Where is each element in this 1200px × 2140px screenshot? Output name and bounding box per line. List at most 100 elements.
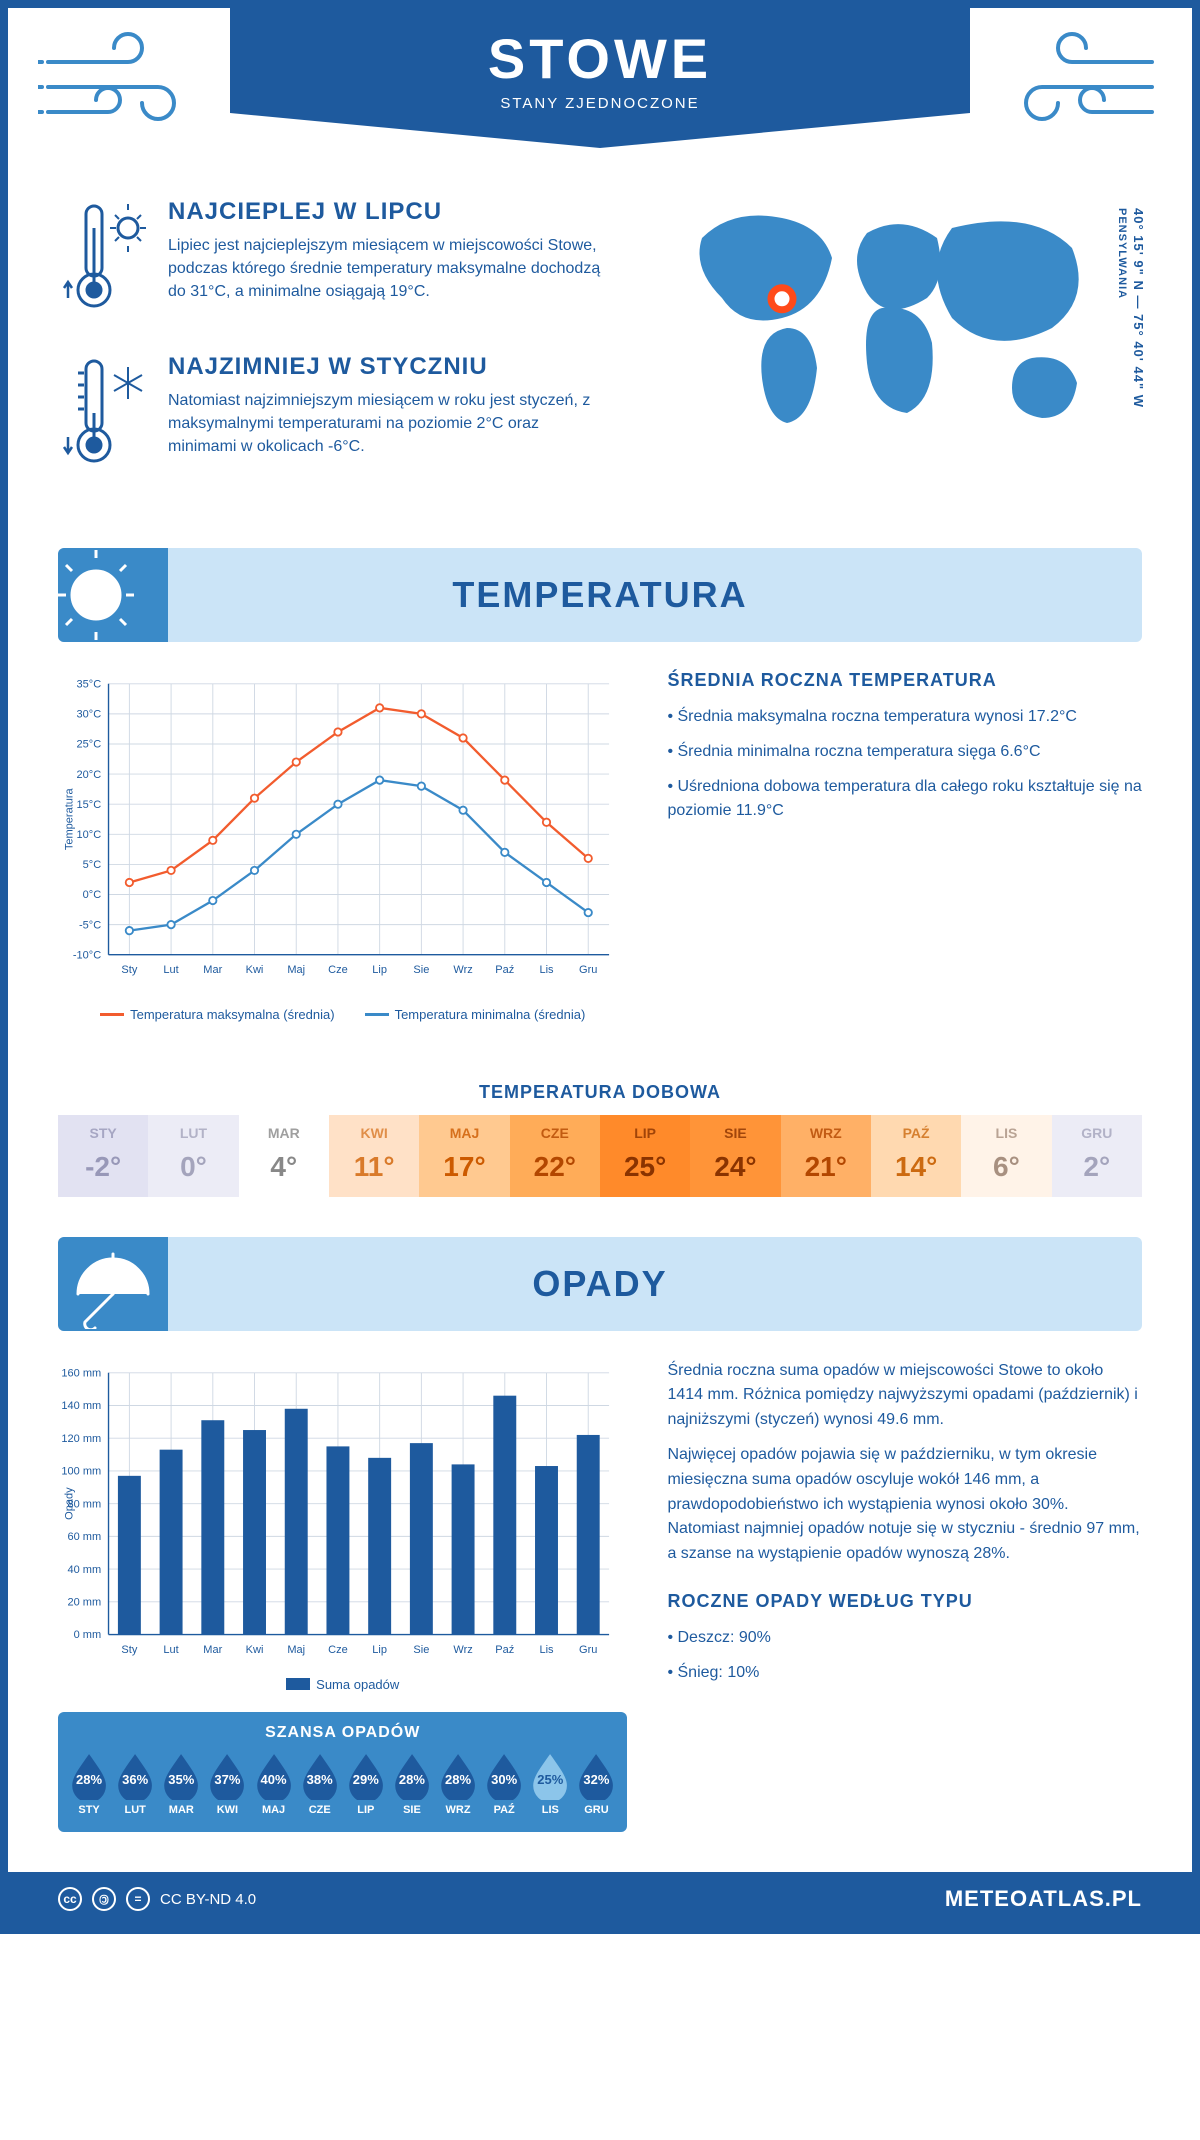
drop-icon: 25% bbox=[529, 1752, 571, 1800]
month-label: CZE bbox=[510, 1125, 600, 1141]
svg-text:Lis: Lis bbox=[539, 1644, 554, 1656]
month-label: KWI bbox=[329, 1125, 419, 1141]
svg-text:0 mm: 0 mm bbox=[74, 1629, 102, 1641]
fact-hot: NAJCIEPLEJ W LIPCU Lipiec jest najcieple… bbox=[58, 198, 602, 323]
precip-side: Średnia roczna suma opadów w miejscowośc… bbox=[667, 1359, 1142, 1833]
svg-text:Opady: Opady bbox=[64, 1487, 76, 1520]
intro: NAJCIEPLEJ W LIPCU Lipiec jest najcieple… bbox=[8, 178, 1192, 548]
svg-text:Sie: Sie bbox=[413, 964, 429, 976]
license: cc 🄯 = CC BY-ND 4.0 bbox=[58, 1887, 256, 1911]
cc-icon: cc bbox=[58, 1887, 82, 1911]
temp-cell: MAJ 17° bbox=[419, 1115, 509, 1197]
svg-text:Lut: Lut bbox=[163, 964, 178, 976]
drop-month: MAR bbox=[160, 1804, 202, 1816]
side-point: Średnia maksymalna roczna temperatura wy… bbox=[667, 705, 1142, 730]
month-label: MAJ bbox=[419, 1125, 509, 1141]
side-point: Średnia minimalna roczna temperatura się… bbox=[667, 740, 1142, 765]
daily-temp-table: STY-2°LUT0°MAR4°KWI11°MAJ17°CZE22°LIP25°… bbox=[58, 1115, 1142, 1197]
drop-cell: 25% LIS bbox=[529, 1752, 571, 1816]
svg-text:Kwi: Kwi bbox=[246, 1644, 264, 1656]
temp-value: 14° bbox=[871, 1151, 961, 1183]
type-item: Śnieg: 10% bbox=[667, 1661, 1142, 1686]
precip-legend: Suma opadów bbox=[58, 1677, 627, 1692]
precip-body: 0 mm20 mm40 mm60 mm80 mm100 mm120 mm140 … bbox=[8, 1331, 1192, 1873]
fact-hot-title: NAJCIEPLEJ W LIPCU bbox=[168, 198, 602, 226]
svg-text:Maj: Maj bbox=[287, 1644, 305, 1656]
svg-text:35°C: 35°C bbox=[77, 678, 102, 690]
temp-cell: LIP 25° bbox=[600, 1115, 690, 1197]
bar-chart: 0 mm20 mm40 mm60 mm80 mm100 mm120 mm140 … bbox=[58, 1359, 627, 1671]
temp-value: -2° bbox=[58, 1151, 148, 1183]
drop-percent: 36% bbox=[122, 1772, 148, 1787]
side-title: ŚREDNIA ROCZNA TEMPERATURA bbox=[667, 670, 1142, 691]
svg-text:60 mm: 60 mm bbox=[68, 1531, 102, 1543]
temperature-body: -10°C-5°C0°C5°C10°C15°C20°C25°C30°C35°CS… bbox=[8, 642, 1192, 1062]
svg-text:Sty: Sty bbox=[121, 1644, 137, 1656]
drop-cell: 40% MAJ bbox=[253, 1752, 295, 1816]
fact-cold-text: Natomiast najzimniejszym miesiącem w rok… bbox=[168, 389, 602, 459]
temp-chart: -10°C-5°C0°C5°C10°C15°C20°C25°C30°C35°CS… bbox=[58, 670, 627, 1022]
drop-month: GRU bbox=[575, 1804, 617, 1816]
svg-text:Gru: Gru bbox=[579, 964, 597, 976]
temp-cell: GRU 2° bbox=[1052, 1115, 1142, 1197]
svg-text:Lut: Lut bbox=[163, 1644, 178, 1656]
page: STOWE STANY ZJEDNOCZONE bbox=[0, 0, 1200, 1934]
fact-cold-body: NAJZIMNIEJ W STYCZNIU Natomiast najzimni… bbox=[168, 353, 602, 478]
fact-cold: NAJZIMNIEJ W STYCZNIU Natomiast najzimni… bbox=[58, 353, 602, 478]
temp-legend: Temperatura maksymalna (średnia) Tempera… bbox=[58, 1007, 627, 1022]
drop-cell: 38% CZE bbox=[299, 1752, 341, 1816]
svg-text:140 mm: 140 mm bbox=[61, 1400, 101, 1412]
svg-text:25°C: 25°C bbox=[77, 739, 102, 751]
side-points: Średnia maksymalna roczna temperatura wy… bbox=[667, 705, 1142, 824]
month-label: STY bbox=[58, 1125, 148, 1141]
svg-text:Lip: Lip bbox=[372, 964, 387, 976]
drop-cell: 30% PAŹ bbox=[483, 1752, 525, 1816]
fact-hot-text: Lipiec jest najcieplejszym miesiącem w m… bbox=[168, 234, 602, 304]
temp-value: 2° bbox=[1052, 1151, 1142, 1183]
month-label: MAR bbox=[239, 1125, 329, 1141]
temp-cell: LUT0° bbox=[148, 1115, 238, 1197]
nd-icon: = bbox=[126, 1887, 150, 1911]
header: STOWE STANY ZJEDNOCZONE bbox=[8, 8, 1192, 178]
svg-text:-5°C: -5°C bbox=[79, 919, 101, 931]
month-label: GRU bbox=[1052, 1125, 1142, 1141]
temp-value: 25° bbox=[600, 1151, 690, 1183]
page-title: STOWE bbox=[230, 26, 970, 91]
drop-month: LIS bbox=[529, 1804, 571, 1816]
fact-cold-title: NAJZIMNIEJ W STYCZNIU bbox=[168, 353, 602, 381]
drop-percent: 28% bbox=[445, 1772, 471, 1787]
types-title: ROCZNE OPADY WEDŁUG TYPU bbox=[667, 1591, 1142, 1612]
svg-text:Sty: Sty bbox=[121, 964, 137, 976]
drop-month: LIP bbox=[345, 1804, 387, 1816]
sun-icon bbox=[58, 548, 168, 642]
coords-label: 40° 15' 9" N — 75° 40' 44" W bbox=[1131, 208, 1146, 408]
temp-value: 6° bbox=[961, 1151, 1051, 1183]
section-title: OPADY bbox=[58, 1263, 1142, 1305]
chance-title: SZANSA OPADÓW bbox=[68, 1724, 617, 1742]
drop-icon: 37% bbox=[206, 1752, 248, 1800]
region-label: PENSYLWANIA bbox=[1116, 208, 1128, 299]
temp-value: 17° bbox=[419, 1151, 509, 1183]
month-label: LIP bbox=[600, 1125, 690, 1141]
by-icon: 🄯 bbox=[92, 1887, 116, 1911]
svg-text:160 mm: 160 mm bbox=[61, 1367, 101, 1379]
month-label: SIE bbox=[690, 1125, 780, 1141]
drop-cell: 29% LIP bbox=[345, 1752, 387, 1816]
drop-percent: 38% bbox=[307, 1772, 333, 1787]
svg-text:120 mm: 120 mm bbox=[61, 1433, 101, 1445]
line-chart: -10°C-5°C0°C5°C10°C15°C20°C25°C30°C35°CS… bbox=[58, 670, 627, 1001]
chance-box: SZANSA OPADÓW 28% STY 36% LUT 35% MAR 37… bbox=[58, 1712, 627, 1832]
temp-value: 0° bbox=[148, 1151, 238, 1183]
drop-percent: 35% bbox=[168, 1772, 194, 1787]
type-item: Deszcz: 90% bbox=[667, 1626, 1142, 1651]
thermometer-cold-icon bbox=[58, 353, 148, 478]
drop-percent: 29% bbox=[353, 1772, 379, 1787]
fact-hot-body: NAJCIEPLEJ W LIPCU Lipiec jest najcieple… bbox=[168, 198, 602, 323]
license-text: CC BY-ND 4.0 bbox=[160, 1891, 256, 1908]
precip-para: Średnia roczna suma opadów w miejscowośc… bbox=[667, 1359, 1142, 1433]
drop-month: MAJ bbox=[253, 1804, 295, 1816]
drop-percent: 30% bbox=[491, 1772, 517, 1787]
temp-side: ŚREDNIA ROCZNA TEMPERATURA Średnia maksy… bbox=[667, 670, 1142, 1022]
intro-map: PENSYLWANIA 40° 15' 9" N — 75° 40' 44" W bbox=[642, 198, 1142, 508]
temp-cell: KWI11° bbox=[329, 1115, 419, 1197]
